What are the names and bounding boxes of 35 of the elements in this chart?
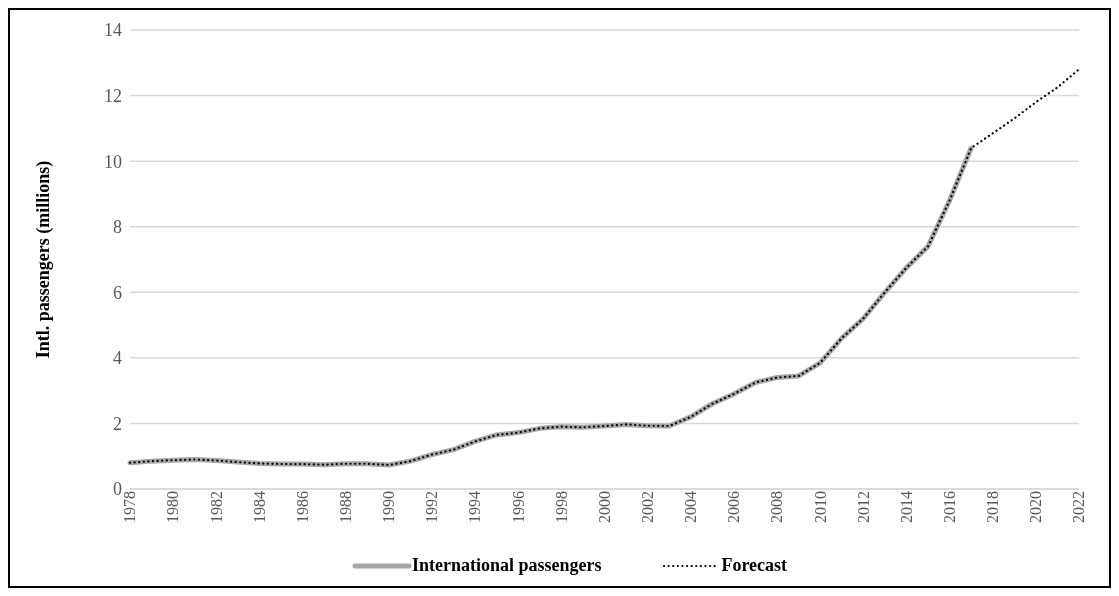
x-tick-label: 2006 [725, 491, 743, 523]
x-tick-label: 2014 [897, 491, 915, 523]
x-tick-label: 1996 [509, 491, 527, 523]
x-tick-label: 1998 [552, 491, 570, 523]
x-tick-label: 2000 [595, 491, 613, 523]
x-tick-label: 1978 [121, 491, 139, 523]
x-tick-label: 2016 [940, 491, 958, 523]
x-tick-label: 1984 [250, 491, 268, 523]
y-tick-label: 12 [104, 85, 122, 106]
x-tick-label: 1980 [164, 491, 182, 523]
x-tick-label: 2008 [768, 491, 786, 523]
y-tick-label: 10 [104, 151, 122, 172]
x-tick-label: 2012 [854, 491, 872, 523]
y-tick-label: 0 [113, 479, 122, 500]
line-series [128, 68, 1081, 467]
y-tick-label: 14 [104, 20, 122, 41]
x-tick-label: 1982 [207, 491, 225, 523]
x-tick-label: 2010 [811, 491, 829, 523]
x-tick-label: 2020 [1027, 491, 1045, 523]
x-tick-label: 1990 [380, 491, 398, 523]
x-tick-label: 2018 [984, 491, 1002, 523]
x-tick-label: 2002 [639, 491, 656, 523]
x-tick-label: 2022 [1070, 491, 1088, 523]
x-tick-label: 1992 [423, 491, 441, 523]
x-tick-label: 2004 [682, 491, 700, 523]
y-tick-label: 6 [113, 282, 122, 303]
x-tick-label: 1988 [337, 491, 355, 523]
y-tick-label: 4 [113, 348, 122, 369]
y-tick-label: 8 [113, 217, 122, 238]
y-axis-title: Intl. passengers (millions) [33, 160, 55, 359]
x-tick-label: 1994 [466, 491, 484, 523]
y-tick-label: 2 [113, 413, 122, 434]
legend-label: International passengers [411, 555, 602, 576]
x-tick-label: 1986 [293, 491, 311, 523]
legend-label: Forecast [721, 555, 788, 576]
